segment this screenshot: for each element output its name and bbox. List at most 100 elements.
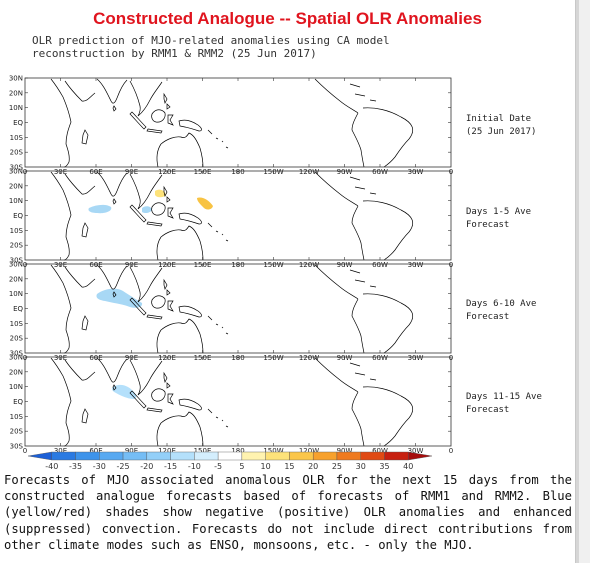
- olr-anomaly-colorbar: -40 -35 -30 -25 -20 -15 -10 -5 5 10 15 20 25 30 35 40: [27, 451, 433, 471]
- longitude-label: 120E: [158, 447, 176, 455]
- longitude-label: 0: [449, 447, 453, 455]
- longitude-label: 0: [23, 447, 27, 455]
- latitude-labels: 30N 20N 10N EQ 10S 20S 30S: [9, 168, 24, 265]
- colorbar-swatch: [75, 451, 100, 461]
- longitude-label: 150W: [263, 447, 283, 455]
- negative-olr-anomaly-shading: [142, 206, 152, 214]
- colorbar-tick-label: 40: [403, 462, 413, 471]
- map-panel-days-11-15: [24, 356, 452, 447]
- longitude-label: 180: [231, 261, 244, 269]
- longitude-labels: 0 30E 60E 90E 120E 150E 180 150W 120W 90W 60W 30W 0: [23, 168, 453, 176]
- latitude-label: 20N: [9, 89, 23, 97]
- page-subtitle: OLR prediction of MJO-related anomalies …: [32, 34, 390, 60]
- latitude-label: 30S: [10, 443, 24, 451]
- longitude-labels: 0 30E 60E 90E 120E 150E 180 150W 120W 90W 60W 30W 0: [23, 261, 453, 269]
- colorbar-swatch: [170, 451, 195, 461]
- longitude-label: 150W: [263, 168, 283, 176]
- colorbar-swatch: [408, 451, 433, 461]
- latitude-label: 30N: [9, 75, 23, 83]
- longitude-label: 150E: [194, 354, 212, 362]
- longitude-label: 30W: [408, 447, 424, 455]
- latitude-label: 10S: [10, 413, 24, 421]
- longitude-labels: 0 30E 60E 90E 120E 150E 180 150W 120W 90W 60W 30W 0: [23, 447, 453, 455]
- latitude-label: 30N: [9, 354, 23, 362]
- page-frame-right: [575, 0, 590, 563]
- longitude-label: 120W: [299, 261, 319, 269]
- latitude-label: 20N: [9, 275, 23, 283]
- colorbar-tick-label: -30: [93, 462, 106, 471]
- colorbar-tick-label: -15: [164, 462, 177, 471]
- longitude-label: 120W: [299, 168, 319, 176]
- latitude-label: 30S: [10, 257, 24, 265]
- longitude-label: 0: [23, 354, 27, 362]
- longitude-label: 120W: [299, 354, 319, 362]
- colorbar-swatch: [122, 451, 148, 461]
- positive-olr-anomaly-shading: [155, 189, 166, 198]
- latitude-label: 20N: [9, 368, 23, 376]
- negative-olr-anomaly-shading: [96, 288, 143, 308]
- longitude-label: 30E: [54, 261, 67, 269]
- latitude-label: 20S: [10, 335, 24, 343]
- panel-label-initial-line1: Initial Date: [466, 114, 531, 124]
- latitude-label: 10S: [10, 227, 24, 235]
- longitude-label: 90W: [337, 168, 353, 176]
- latitude-labels: 30N 20N 10N EQ 10S 20S 30S: [9, 75, 24, 172]
- panel-label-days-6-10-line2: Forecast: [466, 312, 509, 322]
- longitude-label: 90E: [125, 354, 138, 362]
- latitude-label: 20S: [10, 428, 24, 436]
- longitude-label: 150E: [194, 168, 212, 176]
- figure-caption: Forecasts of MJO associated anomalous OL…: [4, 473, 572, 552]
- longitude-label: 120E: [158, 168, 176, 176]
- longitude-label: 90W: [337, 261, 353, 269]
- colorbar-tick-label: 30: [356, 462, 366, 471]
- longitude-label: 150E: [194, 261, 212, 269]
- panel-label-days-1-5-line1: Days 1-5 Ave: [466, 207, 531, 217]
- colorbar-swatch: [241, 451, 266, 461]
- longitude-label: 60E: [89, 447, 102, 455]
- latitude-label: 20S: [10, 242, 24, 250]
- longitude-label: 120E: [158, 261, 176, 269]
- panel-label-days-6-10-line1: Days 6-10 Ave: [466, 299, 536, 309]
- latitude-label: EQ: [13, 212, 23, 220]
- latitude-label: 10N: [9, 104, 23, 112]
- latitude-label: 20S: [10, 149, 24, 157]
- latitude-label: 10S: [10, 134, 24, 142]
- longitude-label: 60W: [372, 447, 388, 455]
- colorbar-swatch: [336, 451, 361, 461]
- latitude-labels: 30N 20N 10N EQ 10S 20S 30S: [9, 354, 24, 451]
- longitude-label: 90E: [125, 168, 138, 176]
- longitude-label: 30W: [408, 354, 424, 362]
- longitude-labels: 0 30E 60E 90E 120E 150E 180 150W 120W 90W 60W 30W 0: [23, 354, 453, 362]
- longitude-label: 150W: [263, 261, 283, 269]
- colorbar-swatch: [217, 451, 243, 461]
- longitude-label: 150W: [263, 354, 283, 362]
- latitude-label: 30N: [9, 261, 23, 269]
- colorbar-swatch: [360, 451, 385, 461]
- colorbar-swatch: [99, 451, 124, 461]
- latitude-label: 30S: [10, 164, 24, 172]
- longitude-label: 60E: [89, 261, 102, 269]
- colorbar-tick-label: -35: [69, 462, 82, 471]
- panel-label-days-11-15-line1: Days 11-15 Ave: [466, 392, 542, 402]
- longitude-label: 60W: [372, 261, 388, 269]
- longitude-label: 120E: [158, 354, 176, 362]
- longitude-label: 180: [231, 447, 244, 455]
- colorbar-swatch: [265, 451, 290, 461]
- longitude-label: 180: [231, 168, 244, 176]
- latitude-label: 30N: [9, 168, 23, 176]
- longitude-label: 60W: [372, 354, 388, 362]
- latitude-label: 30S: [10, 350, 24, 358]
- longitude-label: 90E: [125, 447, 138, 455]
- colorbar-tick-label: 25: [332, 462, 342, 471]
- longitude-label: 30E: [54, 354, 67, 362]
- longitude-label: 60E: [89, 354, 102, 362]
- longitude-label: 60E: [89, 168, 102, 176]
- page-title: Constructed Analogue -- Spatial OLR Anom…: [93, 9, 482, 28]
- longitude-label: 180: [231, 354, 244, 362]
- panel-label-days-11-15-line2: Forecast: [466, 405, 509, 415]
- longitude-label: 30E: [54, 447, 67, 455]
- colorbar-tick-label: 15: [284, 462, 294, 471]
- latitude-label: EQ: [13, 305, 23, 313]
- longitude-label: 0: [23, 168, 27, 176]
